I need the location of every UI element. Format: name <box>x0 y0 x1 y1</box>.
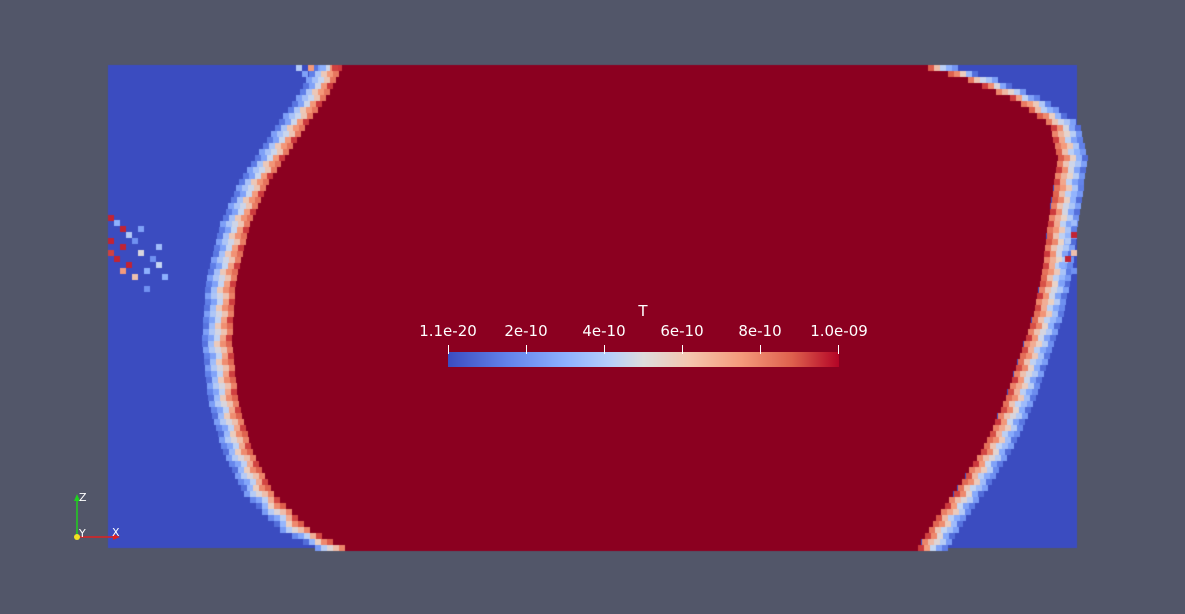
scalar-bar-tick-mark <box>448 345 449 354</box>
scalar-bar-tick-mark <box>526 345 527 354</box>
y-axis-label: Y <box>79 527 86 540</box>
scalar-bar-tick-mark <box>682 345 683 354</box>
z-axis-label: Z <box>79 491 87 504</box>
scalar-bar-tick-label: 1.0e-09 <box>810 322 868 340</box>
scalar-bar-color-ramp <box>448 352 839 367</box>
scalar-bar-title: T <box>638 302 648 320</box>
scalar-bar-tick-label: 8e-10 <box>738 322 782 340</box>
scalar-bar-tick-label: 6e-10 <box>660 322 704 340</box>
orientation-axes: Z Y X <box>70 492 130 544</box>
scalar-bar-tick-mark <box>838 345 839 354</box>
scalar-bar-tick-label: 4e-10 <box>582 322 626 340</box>
scalar-bar-tick-mark <box>604 345 605 354</box>
scalar-bar-tick-mark <box>760 345 761 354</box>
scalar-bar-tick-label: 2e-10 <box>504 322 548 340</box>
x-axis-label: X <box>112 526 120 539</box>
axes-triad-icon <box>74 494 120 540</box>
scalar-bar-tick-label: 1.1e-20 <box>419 322 477 340</box>
scalar-bar[interactable]: T 1.1e-20 2e-10 4e-10 6e-10 8e-10 1.0e-0… <box>419 300 880 380</box>
